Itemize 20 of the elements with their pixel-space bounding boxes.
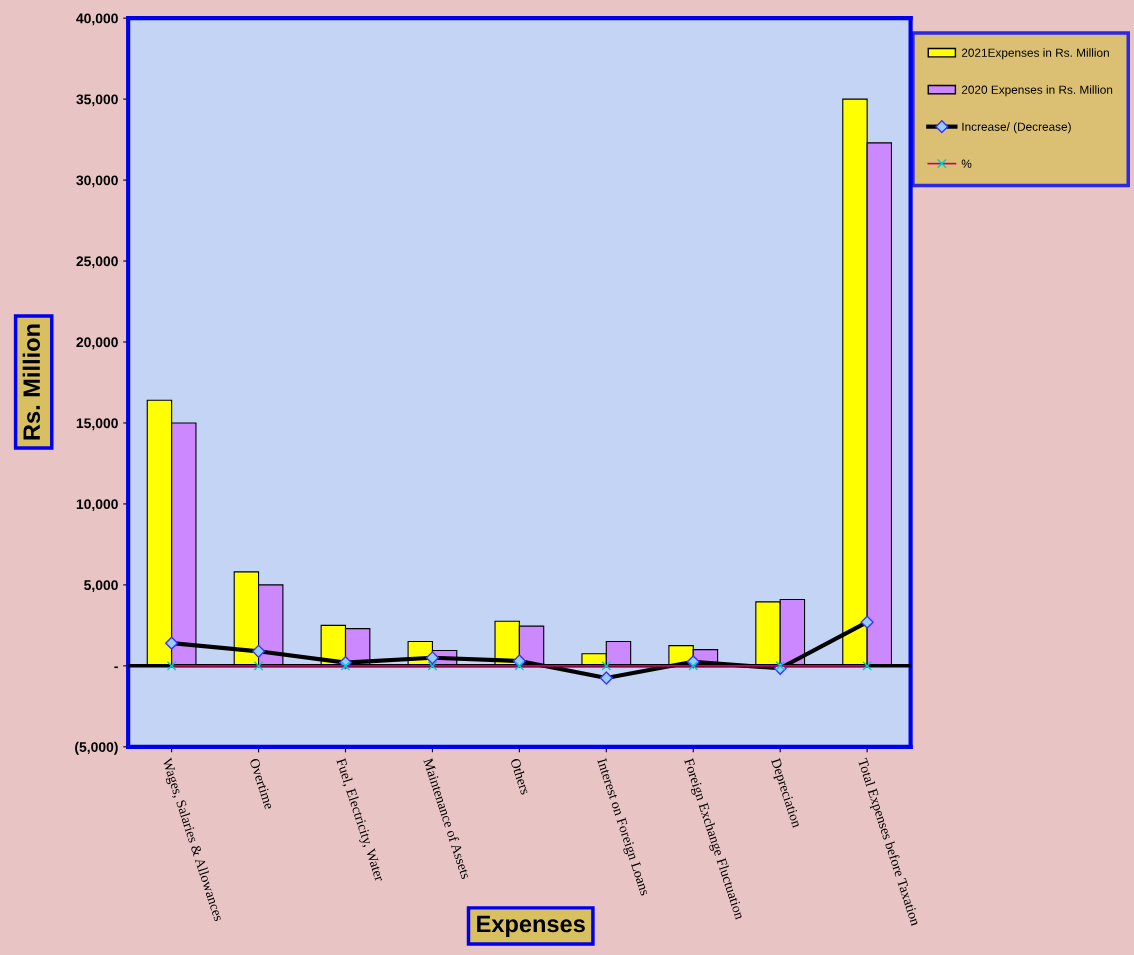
y-tick-label: 40,000 [76, 13, 118, 26]
legend-label: 2020 Expenses in Rs. Million [961, 85, 1113, 97]
y-tick-label: (5,000) [75, 741, 118, 755]
legend-label: 2021Expenses in Rs. Million [961, 48, 1109, 60]
y-tick-label: 30,000 [76, 175, 118, 188]
y-tick-label: 35,000 [76, 94, 118, 107]
y-tick-label: 10,000 [76, 499, 118, 512]
x-tick-label: Interest on Foreign Loans [594, 757, 650, 897]
y-tick-label: 25,000 [76, 256, 118, 269]
y-tick-label: 20,000 [76, 337, 118, 350]
x-tick-label: Others [510, 757, 531, 795]
y-tick-label: - [114, 666, 118, 669]
y-tick-label: 5,000 [84, 580, 118, 593]
y-axis-title: Rs. Million [22, 324, 41, 440]
y-tick-label: 15,000 [76, 418, 118, 431]
x-tick-label: Total Expenses before Taxation [855, 757, 922, 928]
x-axis-title: Expenses [477, 915, 585, 937]
legend-label: % [961, 159, 972, 168]
legend-label: Increase/ (Decrease) [962, 122, 1071, 134]
x-tick-label: Overtime [249, 757, 275, 810]
